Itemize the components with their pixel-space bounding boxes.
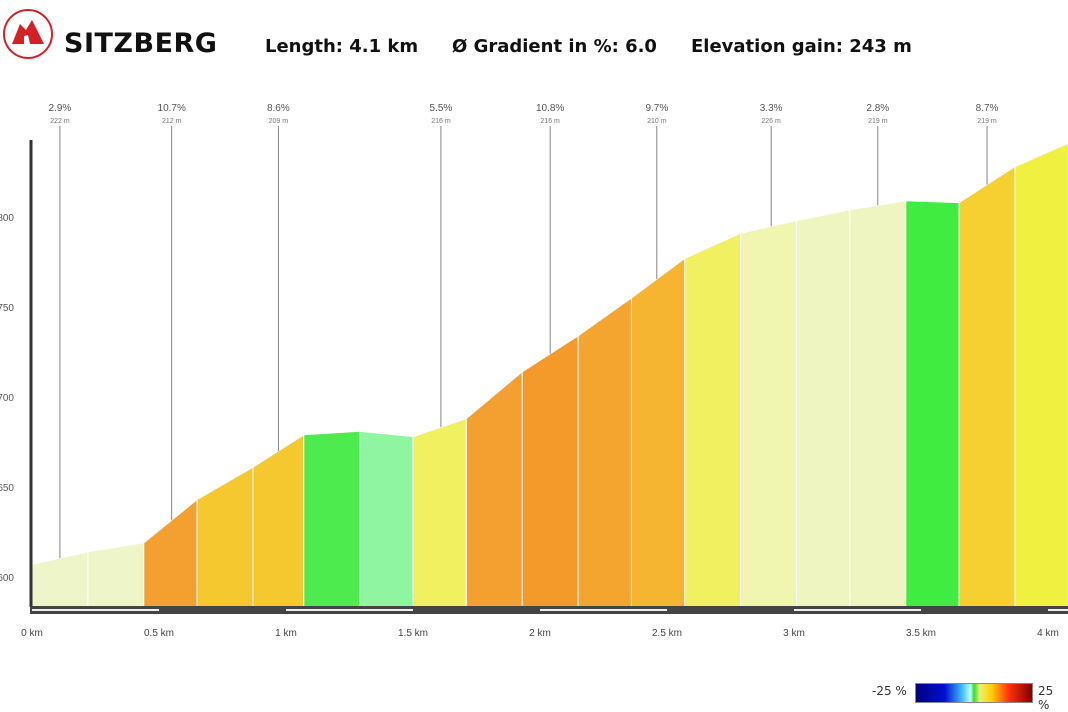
gradient-stat: Ø Gradient in %: 6.0 [452, 36, 657, 57]
x-tick-label: 0.5 km [144, 628, 174, 639]
annotation-gradient: 3.3% [760, 103, 783, 114]
profile-segment [465, 370, 523, 608]
profile-segment [796, 209, 851, 608]
profile-segment [196, 466, 254, 608]
profile-segment [412, 417, 467, 608]
profile-segment [849, 200, 907, 608]
annotation-sub: 216 m [540, 118, 560, 125]
legend-min-label: -25 % [872, 684, 907, 698]
annotation-gradient: 10.7% [158, 103, 186, 114]
annotation-sub: 219 m [977, 118, 997, 125]
profile-segment [740, 219, 798, 608]
x-axis-stripe [794, 609, 921, 611]
profile-segment [87, 542, 145, 608]
x-tick-label: 2.5 km [652, 628, 682, 639]
annotation-sub: 216 m [431, 118, 451, 125]
y-tick-label: 750 [0, 303, 14, 314]
profile-segment [303, 430, 361, 608]
y-tick-label: 700 [0, 393, 14, 404]
header: SITZBERG Length: 4.1 km Ø Gradient in %:… [0, 0, 1068, 90]
annotation-sub: 209 m [269, 118, 289, 125]
x-axis-stripe [32, 609, 159, 611]
x-tick-label: 1 km [275, 628, 297, 639]
annotation-sub: 222 m [50, 118, 70, 125]
y-tick-label: 800 [0, 213, 14, 224]
elevation-gain-stat: Elevation gain: 243 m [691, 36, 912, 57]
profile-segment [684, 232, 742, 608]
annotation-gradient: 8.7% [976, 103, 999, 114]
x-axis-stripe [1048, 609, 1068, 611]
annotation-gradient: 8.6% [267, 103, 290, 114]
annotation-sub: 226 m [761, 118, 781, 125]
annotation-sub: 210 m [647, 118, 667, 125]
page-title: SITZBERG [64, 28, 218, 59]
profile-segment [31, 551, 89, 608]
y-tick-label: 650 [0, 483, 14, 494]
profile-segment [1014, 142, 1068, 608]
legend-max-label: 25 % [1038, 684, 1054, 712]
annotation-sub: 212 m [162, 118, 182, 125]
annotation-gradient: 2.9% [49, 103, 72, 114]
x-tick-label: 0 km [21, 628, 43, 639]
profile-segment [143, 498, 198, 608]
x-tick-label: 1.5 km [398, 628, 428, 639]
x-tick-label: 4 km [1037, 628, 1059, 639]
y-tick-label: 600 [0, 573, 14, 584]
profile-segment [905, 200, 960, 608]
profile-segment [577, 297, 632, 608]
annotation-gradient: 9.7% [645, 103, 668, 114]
profile-segment [630, 257, 686, 608]
profile-segment [958, 165, 1016, 608]
annotation-gradient: 5.5% [430, 103, 453, 114]
x-axis-stripe [540, 609, 667, 611]
annotation-gradient: 2.8% [866, 103, 889, 114]
profile-segment [252, 433, 305, 608]
x-axis-stripe [286, 609, 413, 611]
mountain-logo-icon [3, 9, 53, 59]
gradient-color-legend [915, 683, 1033, 703]
x-tick-label: 3 km [783, 628, 805, 639]
profile-segment [359, 430, 414, 608]
annotation-sub: 219 m [868, 118, 888, 125]
length-stat: Length: 4.1 km [265, 36, 419, 57]
x-tick-label: 3.5 km [906, 628, 936, 639]
x-tick-label: 2 km [529, 628, 551, 639]
annotation-gradient: 10.8% [536, 103, 564, 114]
profile-segment [521, 334, 579, 608]
